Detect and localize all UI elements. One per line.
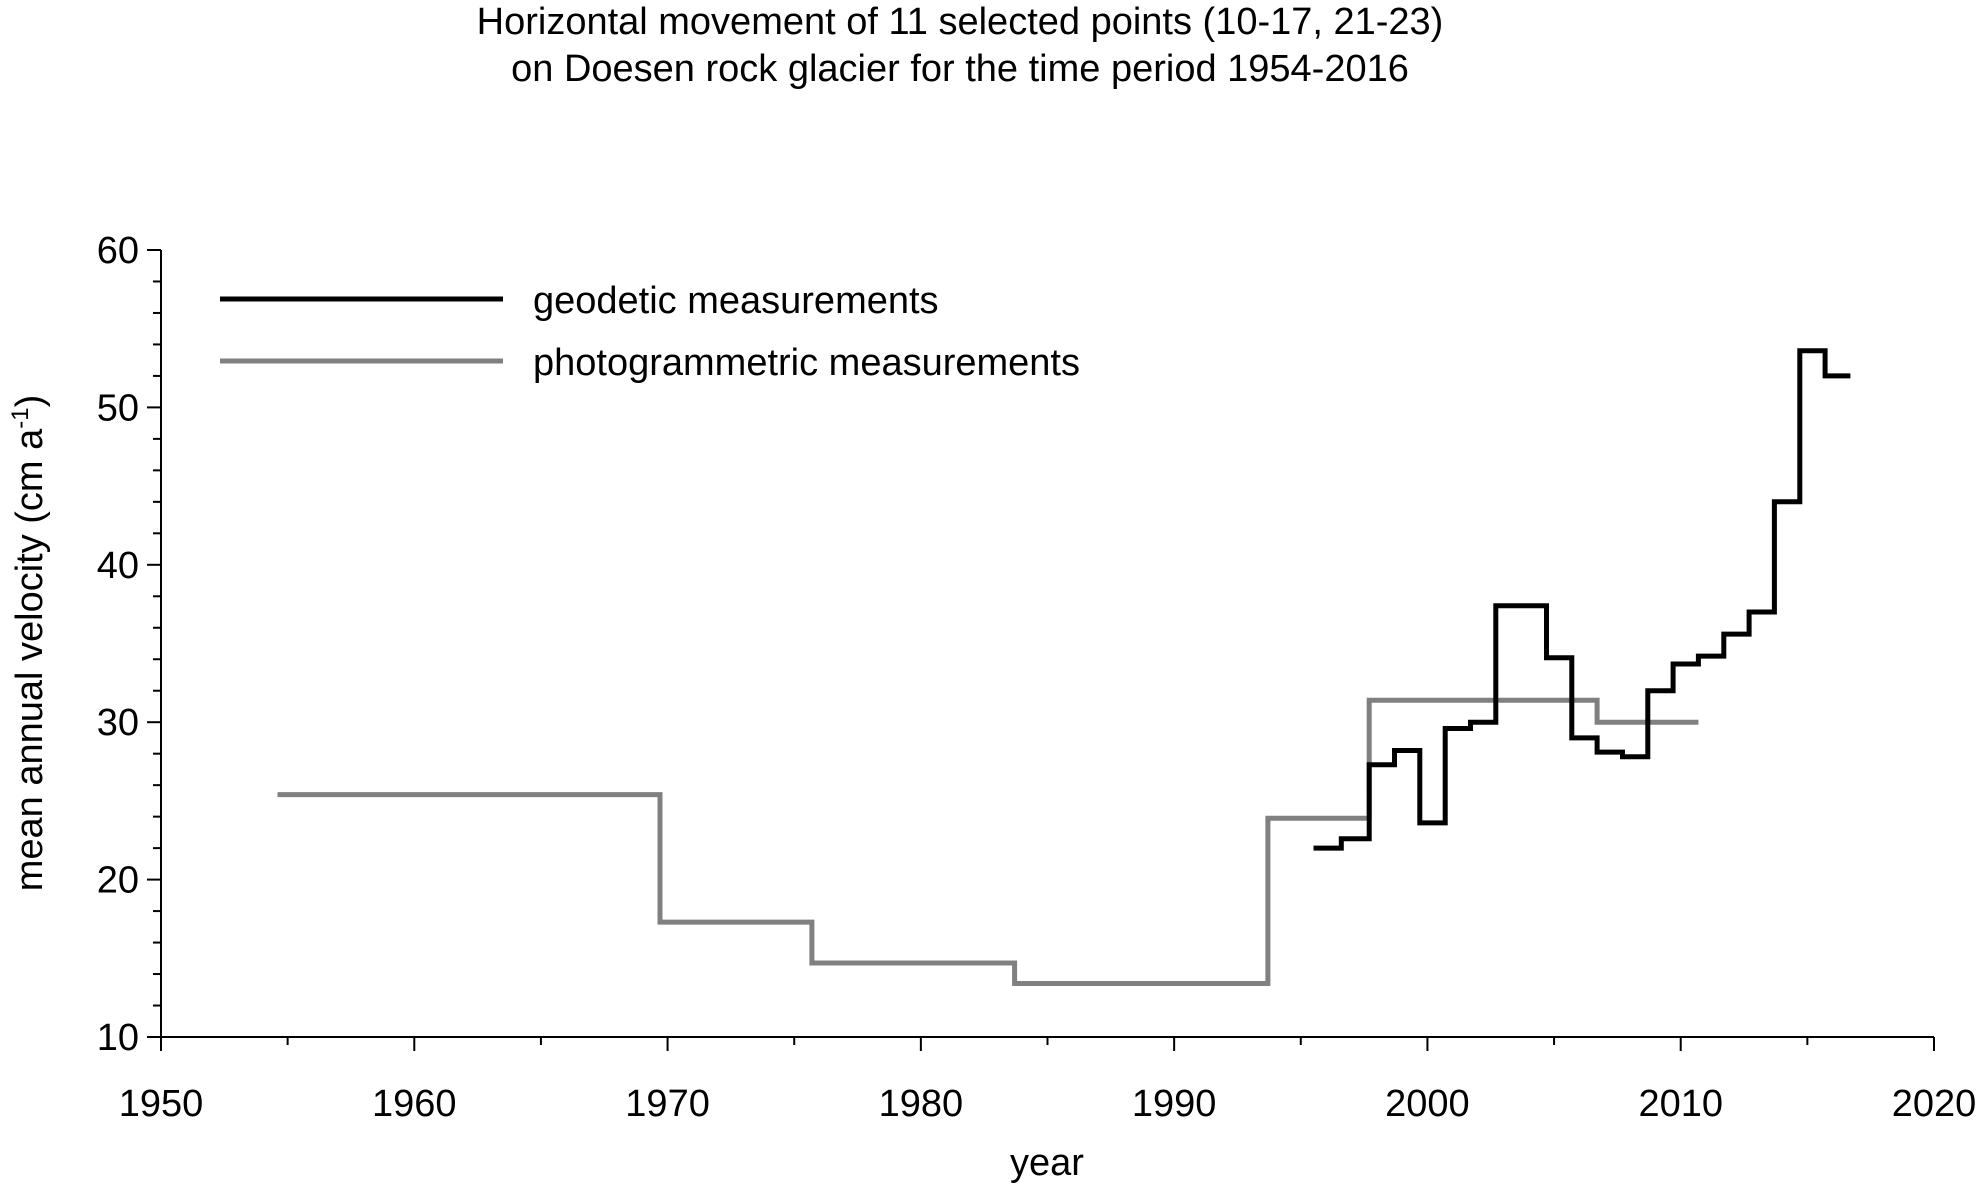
x-axis-ticks: 1950 1960 1970 1980 1990 2000 2010 2020 [119,1037,1977,1125]
x-tick-label: 1970 [625,1083,710,1125]
y-tick-label: 60 [97,230,139,272]
legend-label-geodetic: geodetic measurements [533,280,939,322]
x-tick-label: 2000 [1385,1083,1470,1125]
y-axis-ticks: 10 20 30 40 50 60 [97,230,161,1059]
legend: geodetic measurements photogrammetric me… [220,280,1080,384]
y-axis-title-main: mean annual velocity (cm a [9,428,51,891]
x-tick-label: 2020 [1892,1083,1977,1125]
y-axis-title-superscript: -1 [7,407,34,428]
chart-title: Horizontal movement of 11 selected point… [477,1,1444,43]
y-axis-title-end: ) [9,395,51,408]
y-tick-label: 20 [97,860,139,902]
y-tick-label: 10 [97,1017,139,1059]
series-layer [277,348,1851,986]
series-photogrammetric-line [277,697,1699,986]
x-axis-title: year [1010,1142,1084,1184]
x-tick-label: 1980 [879,1083,964,1125]
x-tick-label: 2010 [1638,1083,1723,1125]
x-tick-label: 1950 [119,1083,204,1125]
y-tick-label: 40 [97,545,139,587]
y-tick-label: 30 [97,702,139,744]
series-geodetic-line [1313,348,1851,851]
chart-subtitle: on Doesen rock glacier for the time peri… [511,48,1409,90]
y-axis-title: mean annual velocity (cm a-1) [7,395,51,892]
y-tick-label: 50 [97,387,139,429]
x-tick-label: 1990 [1132,1083,1217,1125]
legend-label-photogrammetric: photogrammetric measurements [533,342,1080,384]
x-tick-label: 1960 [372,1083,457,1125]
